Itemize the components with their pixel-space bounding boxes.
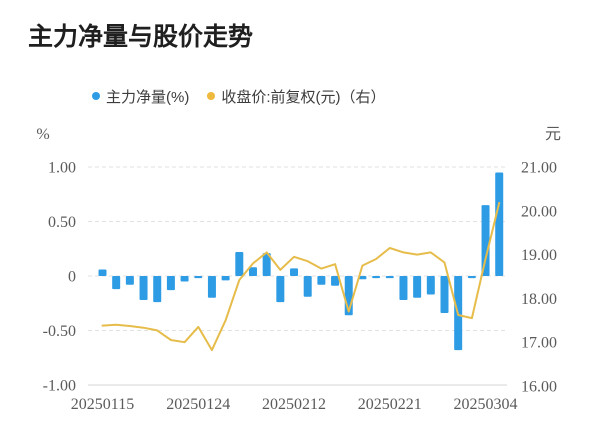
close-price-line [101,201,501,352]
x-axis-tick-label: 20250124 [166,396,230,413]
legend-label-main-net-volume: 主力净量(%) [106,88,190,106]
net-volume-bar[interactable] [317,276,326,285]
right-axis-tick-label: 17.00 [521,335,557,352]
net-volume-bar[interactable] [426,276,435,295]
net-volume-bar[interactable] [495,172,504,276]
net-volume-bar[interactable] [358,276,367,280]
net-volume-bar[interactable] [166,276,175,291]
net-volume-bar[interactable] [98,269,107,276]
net-volume-bar[interactable] [139,276,148,300]
left-axis-tick-label: 0 [68,269,76,286]
left-axis-unit-label: % [36,126,49,143]
net-volume-bar[interactable] [467,276,476,279]
net-volume-bar[interactable] [153,276,162,303]
left-axis-tick-label: -1.00 [43,378,76,395]
x-axis-tick-label: 20250221 [358,396,422,413]
net-volume-bar[interactable] [290,268,299,276]
x-axis-tick-label: 20250304 [454,396,518,413]
net-volume-bar[interactable] [221,276,230,281]
right-axis-tick-label: 18.00 [521,291,557,308]
net-volume-bar[interactable] [303,276,312,297]
net-volume-bar[interactable] [385,276,394,279]
net-volume-bar[interactable] [125,276,134,285]
net-volume-bar[interactable] [331,276,340,286]
net-volume-bar[interactable] [413,276,422,298]
net-volume-bar[interactable] [399,276,408,300]
net-volume-bar[interactable] [262,253,271,276]
net-volume-bar[interactable] [194,276,203,279]
net-volume-bar[interactable] [180,276,189,282]
left-axis-tick-label: 1.00 [48,160,76,177]
x-axis-tick-label: 20250115 [71,396,134,413]
net-volume-bar[interactable] [235,252,244,276]
legend-swatch-blue-icon [92,92,100,100]
legend-item-close-price[interactable]: 收盘价:前复权(元)（右） [207,86,386,107]
legend-label-close-price: 收盘价:前复权(元)（右） [221,88,386,106]
x-axis-tick-label: 20250212 [262,396,326,413]
right-axis-tick-label: 20.00 [521,203,557,220]
net-volume-bar[interactable] [481,205,490,276]
left-axis-tick-label: -0.50 [43,323,76,340]
net-volume-bar[interactable] [440,276,449,314]
net-volume-bar[interactable] [112,276,121,290]
right-axis-tick-label: 21.00 [521,160,557,177]
right-axis-unit-label: 元 [545,126,561,143]
right-axis-tick-label: 16.00 [521,379,557,396]
page-title: 主力净量与股价走势 [28,23,254,51]
right-axis-tick-label: 19.00 [521,247,557,264]
legend: 主力净量(%) 收盘价:前复权(元)（右） [92,86,386,106]
net-volume-bar[interactable] [372,276,381,279]
net-volume-bar[interactable] [248,267,257,276]
net-volume-bar[interactable] [276,276,285,303]
legend-item-main-net-volume[interactable]: 主力净量(%) [92,86,189,107]
left-axis-tick-label: 0.50 [48,214,76,231]
legend-swatch-yellow-icon [207,92,216,100]
net-volume-bar[interactable] [207,276,216,298]
